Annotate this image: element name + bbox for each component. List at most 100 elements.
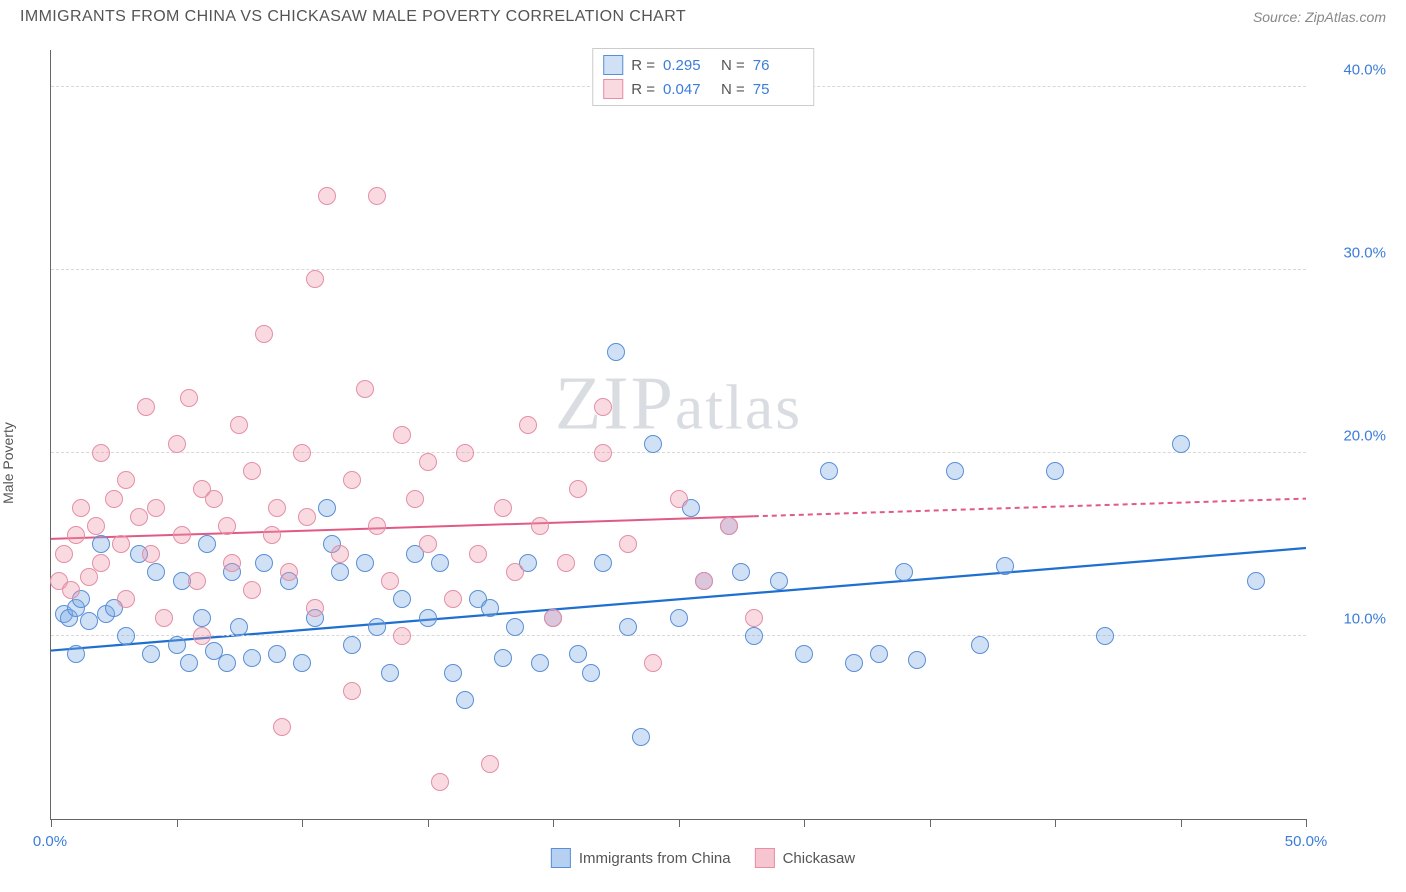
legend-swatch: [551, 848, 571, 868]
scatter-point: [117, 627, 135, 645]
scatter-point: [343, 636, 361, 654]
scatter-point: [218, 654, 236, 672]
x-tick-label: 50.0%: [1285, 833, 1328, 850]
scatter-point: [820, 462, 838, 480]
scatter-point: [92, 535, 110, 553]
scatter-point: [142, 545, 160, 563]
scatter-point: [594, 444, 612, 462]
legend-swatch: [755, 848, 775, 868]
scatter-point: [393, 627, 411, 645]
scatter-point: [80, 612, 98, 630]
scatter-point: [670, 490, 688, 508]
scatter-point: [356, 380, 374, 398]
scatter-point: [62, 581, 80, 599]
scatter-point: [293, 444, 311, 462]
scatter-point: [481, 599, 499, 617]
source-attribution: Source: ZipAtlas.com: [1253, 9, 1386, 25]
trend-line-dashed: [754, 499, 1306, 517]
scatter-point: [1247, 572, 1265, 590]
scatter-point: [519, 416, 537, 434]
scatter-point: [1046, 462, 1064, 480]
scatter-point: [971, 636, 989, 654]
x-tick: [177, 819, 178, 827]
trend-lines-svg: [51, 50, 1306, 819]
y-tick-label: 20.0%: [1316, 427, 1386, 444]
scatter-point: [137, 398, 155, 416]
scatter-point: [632, 728, 650, 746]
scatter-point: [1096, 627, 1114, 645]
scatter-point: [444, 590, 462, 608]
x-tick: [553, 819, 554, 827]
scatter-point: [845, 654, 863, 672]
scatter-point: [393, 426, 411, 444]
legend-item: Immigrants from China: [551, 848, 731, 868]
scatter-point: [582, 664, 600, 682]
scatter-point: [198, 535, 216, 553]
scatter-point: [431, 554, 449, 572]
scatter-point: [180, 654, 198, 672]
scatter-point: [444, 664, 462, 682]
scatter-point: [557, 554, 575, 572]
scatter-point: [243, 462, 261, 480]
scatter-point: [168, 636, 186, 654]
r-label: R =: [631, 81, 655, 98]
x-tick: [1181, 819, 1182, 827]
scatter-point: [644, 435, 662, 453]
scatter-point: [343, 682, 361, 700]
scatter-point: [67, 526, 85, 544]
scatter-point: [205, 490, 223, 508]
scatter-point: [67, 645, 85, 663]
scatter-point: [368, 618, 386, 636]
scatter-point: [268, 645, 286, 663]
scatter-point: [670, 609, 688, 627]
scatter-point: [168, 435, 186, 453]
scatter-point: [419, 609, 437, 627]
legend-item: Chickasaw: [755, 848, 856, 868]
chart-container: Male Poverty ZIPatlas 10.0%20.0%30.0%40.…: [0, 30, 1406, 880]
x-tick: [679, 819, 680, 827]
scatter-point: [456, 691, 474, 709]
y-tick-label: 10.0%: [1316, 610, 1386, 627]
scatter-point: [393, 590, 411, 608]
scatter-point: [870, 645, 888, 663]
scatter-point: [619, 618, 637, 636]
scatter-point: [745, 627, 763, 645]
scatter-point: [406, 490, 424, 508]
scatter-point: [298, 508, 316, 526]
n-value: 75: [753, 81, 803, 98]
gridline: [51, 269, 1306, 270]
scatter-point: [55, 545, 73, 563]
legend-swatch: [603, 79, 623, 99]
scatter-point: [173, 526, 191, 544]
scatter-point: [255, 554, 273, 572]
scatter-point: [381, 572, 399, 590]
scatter-point: [117, 471, 135, 489]
scatter-point: [594, 398, 612, 416]
scatter-point: [255, 325, 273, 343]
scatter-point: [1172, 435, 1190, 453]
scatter-point: [946, 462, 964, 480]
legend-label: Chickasaw: [783, 850, 856, 867]
scatter-point: [112, 535, 130, 553]
scatter-point: [318, 187, 336, 205]
y-tick-label: 30.0%: [1316, 244, 1386, 261]
n-value: 76: [753, 57, 803, 74]
scatter-point: [569, 645, 587, 663]
stats-legend: R =0.295N =76R =0.047N =75: [592, 48, 814, 106]
scatter-point: [720, 517, 738, 535]
scatter-point: [117, 590, 135, 608]
trend-line: [51, 516, 754, 539]
scatter-point: [80, 568, 98, 586]
stats-legend-row: R =0.047N =75: [603, 77, 803, 101]
scatter-point: [368, 517, 386, 535]
scatter-point: [193, 609, 211, 627]
x-tick: [804, 819, 805, 827]
y-axis-label: Male Poverty: [0, 422, 16, 504]
chart-title: IMMIGRANTS FROM CHINA VS CHICKASAW MALE …: [20, 8, 686, 26]
scatter-point: [531, 517, 549, 535]
scatter-point: [268, 499, 286, 517]
scatter-point: [895, 563, 913, 581]
chart-header: IMMIGRANTS FROM CHINA VS CHICKASAW MALE …: [0, 0, 1406, 30]
scatter-point: [996, 557, 1014, 575]
scatter-point: [531, 654, 549, 672]
